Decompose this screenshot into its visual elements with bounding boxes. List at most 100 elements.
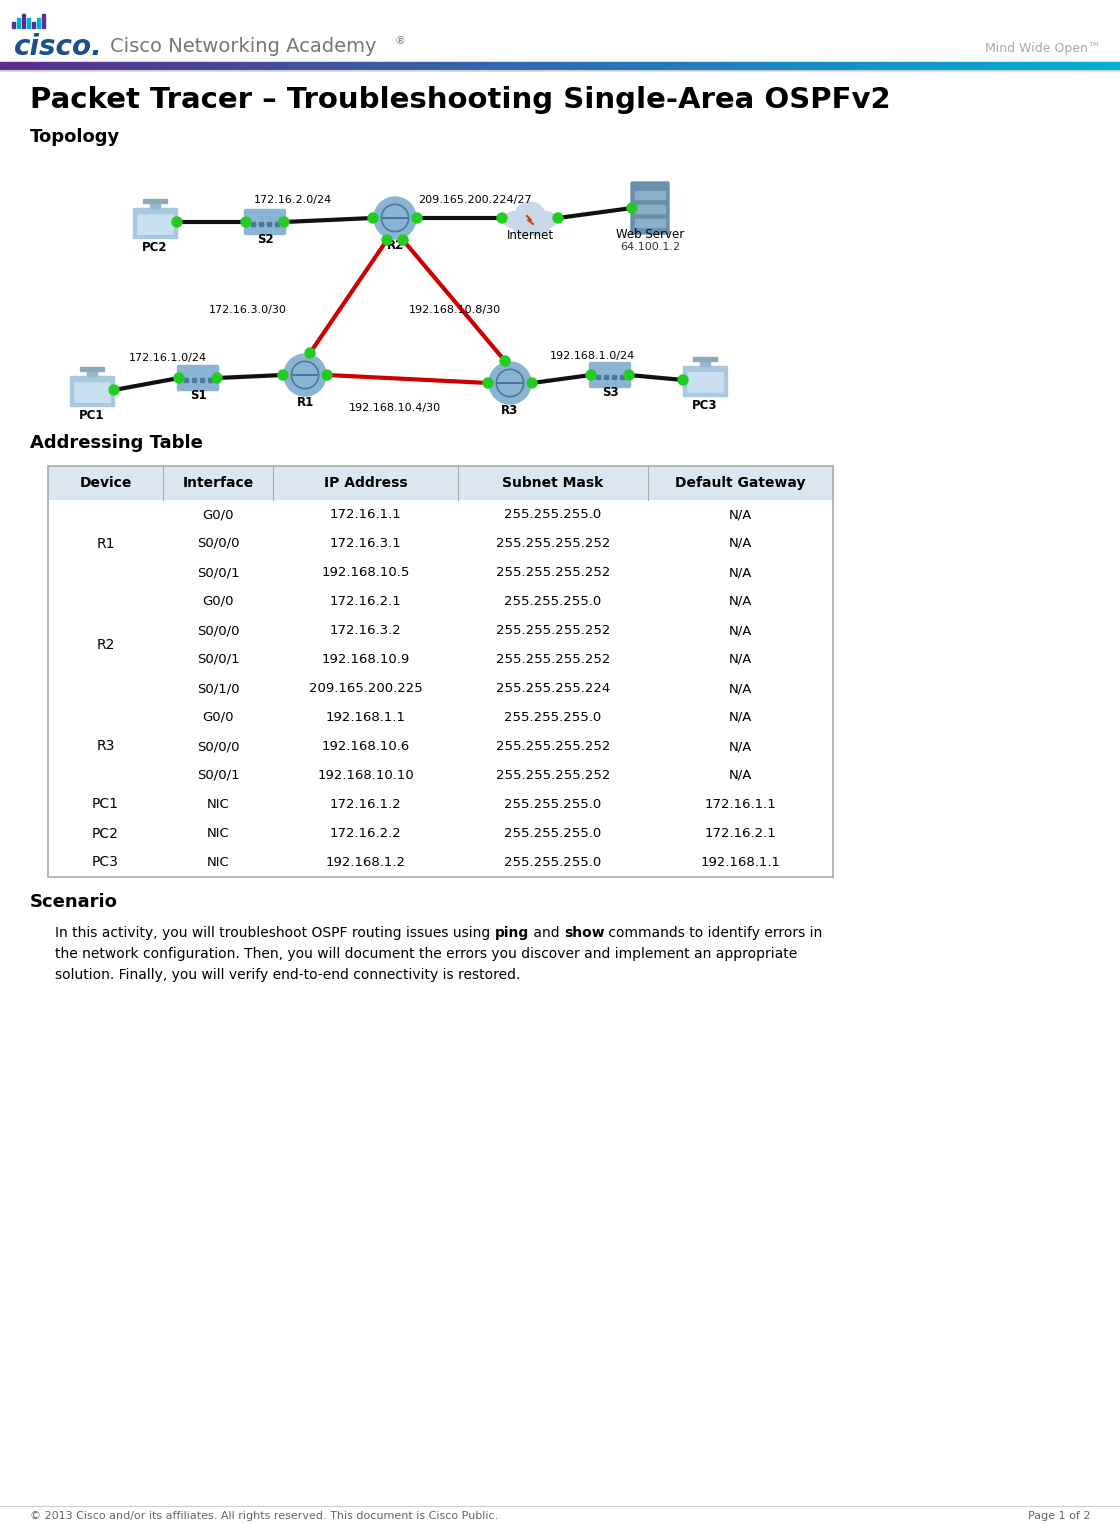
Bar [954,62,958,70]
Text: © 2013 Cisco and/or its affiliates. All rights reserved. This document is Cisco : © 2013 Cisco and/or its affiliates. All … [30,1510,498,1521]
Bar [586,62,588,70]
Bar [84,62,87,70]
Bar [659,62,661,70]
Bar [372,62,375,70]
Bar [997,62,999,70]
Bar [506,62,510,70]
Text: Interface: Interface [183,475,253,491]
Bar [338,62,342,70]
Bar [465,62,468,70]
Bar [534,62,538,70]
Bar [566,62,568,70]
Bar [871,62,874,70]
Bar [81,62,84,70]
Bar [1083,62,1086,70]
Text: 255.255.255.224: 255.255.255.224 [496,683,610,695]
Bar [558,62,560,70]
Bar [34,62,36,70]
Bar [179,62,181,70]
Bar [426,62,428,70]
Bar [129,62,132,70]
Bar [151,62,153,70]
Bar [277,62,280,70]
Bar [814,62,818,70]
Text: N/A: N/A [729,594,753,608]
Bar [538,62,540,70]
Bar [913,62,916,70]
Bar [164,732,273,760]
Bar [582,62,586,70]
Bar [164,847,273,876]
Bar [1036,62,1038,70]
Bar [764,62,767,70]
Text: PC1: PC1 [80,408,105,422]
Text: Internet: Internet [506,229,553,242]
Bar [648,789,833,818]
Bar [87,370,97,376]
Bar [792,62,795,70]
Bar [405,62,409,70]
Bar [1021,62,1025,70]
Text: R2: R2 [96,639,114,652]
Bar [423,62,426,70]
Circle shape [483,378,493,389]
Bar [883,62,885,70]
Text: 209.165.200.225: 209.165.200.225 [309,683,422,695]
Bar [896,62,898,70]
Bar [532,62,534,70]
Bar [916,62,918,70]
Text: N/A: N/A [729,507,753,521]
Bar [806,62,809,70]
Bar [876,62,879,70]
Text: S0/1/0: S0/1/0 [197,683,240,695]
Text: G0/0: G0/0 [203,507,234,521]
Circle shape [368,213,377,223]
Bar [157,62,159,70]
Circle shape [678,375,688,386]
Text: PC2: PC2 [92,826,119,841]
Bar [620,375,624,379]
Bar [648,616,833,645]
Bar [759,62,762,70]
Bar [211,62,213,70]
Bar [661,62,663,70]
Bar [31,62,34,70]
Text: N/A: N/A [729,652,753,666]
Bar [273,703,458,732]
Bar [280,62,282,70]
Bar [1008,62,1010,70]
Bar [101,62,103,70]
Bar [12,21,15,27]
Bar [48,466,833,500]
Bar [1103,62,1105,70]
Bar [45,62,47,70]
Bar [1006,62,1008,70]
Text: Default Gateway: Default Gateway [675,475,805,491]
Bar [208,378,212,383]
Circle shape [284,354,326,396]
Text: PC2: PC2 [142,241,168,255]
Bar [560,62,562,70]
Ellipse shape [531,210,557,229]
Bar [187,62,190,70]
Bar [164,558,273,587]
Bar [700,62,703,70]
Bar [650,62,652,70]
Bar [790,62,792,70]
Bar [969,62,971,70]
Bar [974,62,977,70]
Bar [174,62,177,70]
Bar [377,62,381,70]
Bar [683,62,685,70]
Bar [311,62,314,70]
Bar [381,62,383,70]
Bar [199,62,202,70]
Bar [549,62,551,70]
Bar [39,62,43,70]
Bar [648,732,833,760]
Bar [596,62,599,70]
Bar [349,62,353,70]
Bar [67,62,69,70]
Text: 255.255.255.252: 255.255.255.252 [496,741,610,753]
Bar [314,62,316,70]
